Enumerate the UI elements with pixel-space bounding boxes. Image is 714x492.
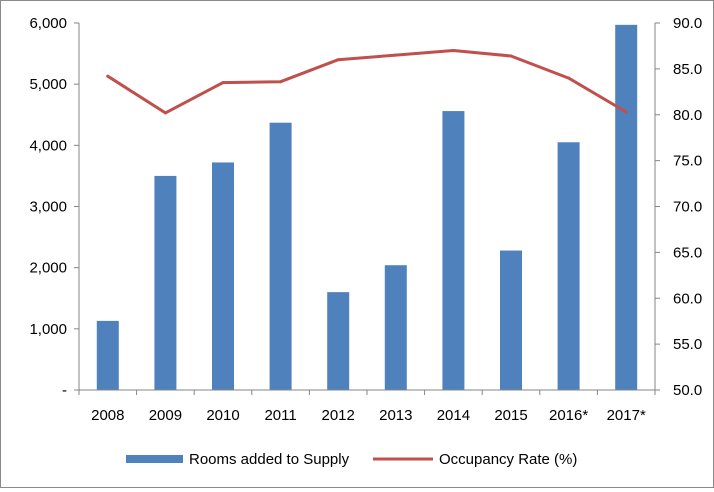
right-axis-tick-label: 50.0 bbox=[673, 382, 702, 399]
x-axis-tick-label: 2009 bbox=[149, 407, 182, 424]
occupancy-point-2012 bbox=[336, 58, 340, 62]
legend-label-occupancy-rate: Occupancy Rate (%) bbox=[439, 451, 577, 468]
legend-label-rooms-added: Rooms added to Supply bbox=[189, 451, 350, 468]
bar-2010 bbox=[212, 162, 234, 390]
right-axis-tick-label: 85.0 bbox=[673, 61, 702, 78]
bar-2014 bbox=[442, 111, 465, 390]
right-axis-tick-label: 80.0 bbox=[673, 107, 702, 124]
left-axis-tick-label: - bbox=[62, 382, 67, 399]
x-axis-tick-label: 2015 bbox=[494, 407, 527, 424]
right-axis-tick-label: 75.0 bbox=[673, 153, 702, 170]
occupancy-point-2013 bbox=[394, 53, 398, 57]
x-axis-tick-label: 2016* bbox=[549, 407, 588, 424]
x-axis-tick-label: 2017* bbox=[607, 407, 646, 424]
x-axis-tick-label: 2010 bbox=[206, 407, 239, 424]
bar-2016-est bbox=[557, 142, 580, 390]
legend: Rooms added to Supply Occupancy Rate (%) bbox=[126, 451, 577, 468]
x-axis-tick-label: 2008 bbox=[91, 407, 124, 424]
plot-area: - 1,000 2,000 3,000 4,000 5,000 6,000 50.0 55.0 6… bbox=[29, 15, 702, 424]
occupancy-point-2016-est bbox=[567, 76, 571, 80]
left-axis-tick-label: 2,000 bbox=[29, 260, 67, 277]
bar-2008 bbox=[96, 320, 119, 390]
occupancy-rate-line bbox=[106, 49, 628, 115]
bar-2013 bbox=[384, 265, 407, 390]
x-axis-tick-label: 2012 bbox=[322, 407, 355, 424]
bar-2009 bbox=[154, 175, 177, 390]
left-axis-tick-label: 3,000 bbox=[29, 199, 67, 216]
right-axis-tick-label: 65.0 bbox=[673, 244, 702, 261]
x-axis-tick-label: 2011 bbox=[264, 407, 296, 424]
left-axis-tick-label: 5,000 bbox=[29, 76, 67, 93]
right-axis-tick-label: 70.0 bbox=[673, 199, 702, 216]
x-axis-tick-label: 2013 bbox=[379, 407, 412, 424]
left-axis-tick-label: 6,000 bbox=[29, 15, 67, 32]
occupancy-point-2014 bbox=[451, 49, 455, 53]
x-axis-tick-label: 2014 bbox=[437, 407, 470, 424]
right-axis-tick-label: 55.0 bbox=[673, 336, 702, 353]
left-axis-tick-label: 4,000 bbox=[29, 137, 67, 154]
bar-2015 bbox=[500, 250, 522, 390]
occupancy-point-2015 bbox=[509, 54, 513, 58]
bar-2011 bbox=[269, 122, 292, 391]
occupancy-point-2010 bbox=[221, 81, 225, 85]
occupancy-point-2011 bbox=[279, 80, 283, 84]
occupancy-point-2008 bbox=[106, 74, 110, 78]
right-axis-tick-label: 60.0 bbox=[673, 290, 702, 307]
left-axis-tick-label: 1,000 bbox=[29, 321, 67, 338]
occupancy-point-2009 bbox=[163, 111, 167, 115]
legend-swatch-rooms-added bbox=[126, 455, 183, 463]
occupancy-point-2017-est bbox=[624, 110, 628, 114]
right-axis-tick-label: 90.0 bbox=[673, 15, 702, 32]
bar-2012 bbox=[327, 292, 350, 390]
bar-2017-est bbox=[615, 24, 638, 391]
